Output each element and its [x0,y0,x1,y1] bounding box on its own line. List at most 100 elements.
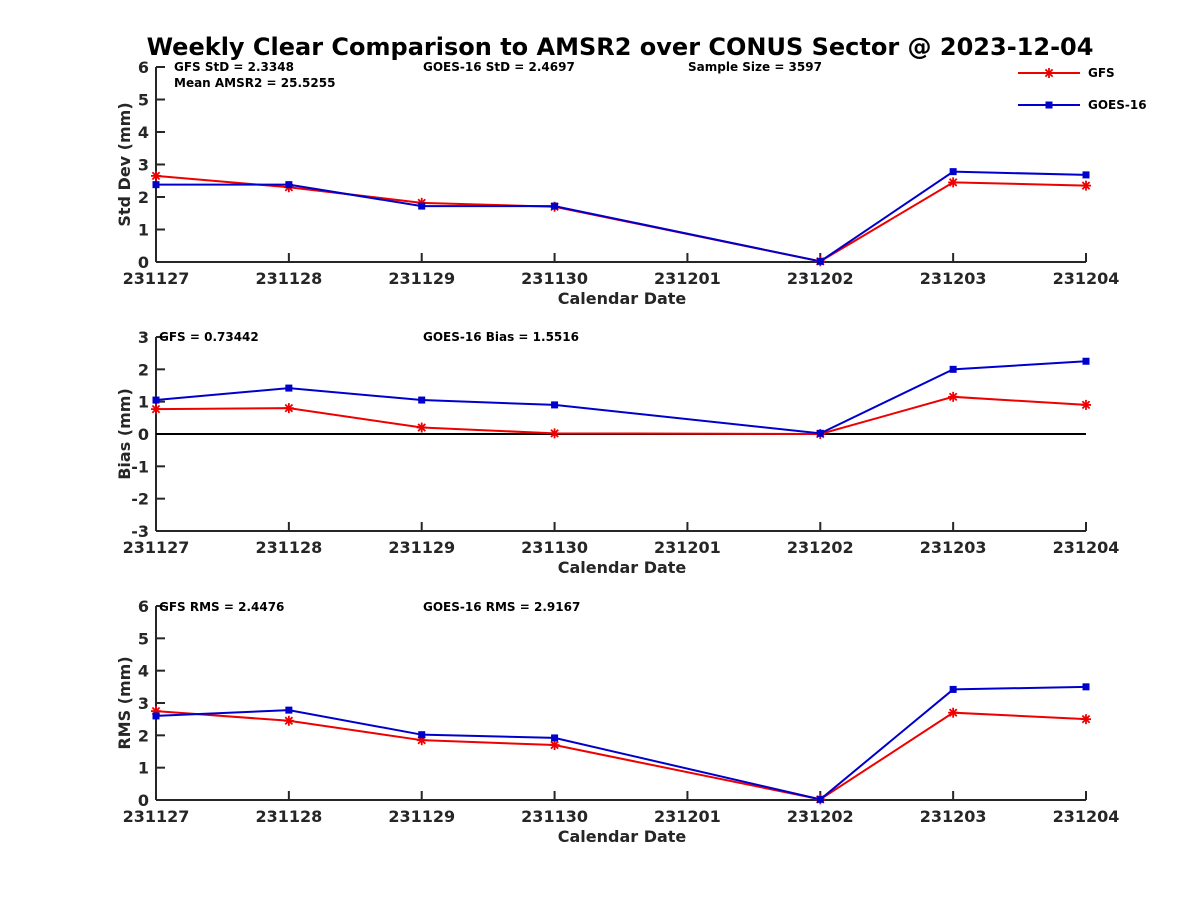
y-axis-label: Bias (mm) [115,388,134,480]
chart-title: Weekly Clear Comparison to AMSR2 over CO… [147,33,1094,61]
y-tick-label: 4 [138,662,149,681]
legend-label: GFS [1088,66,1115,80]
panel-3: 0 1 2 3 4 5 6 231127 231128 231129 231130 231201 231… [115,597,1119,846]
y-tick-label: 3 [138,328,149,347]
legend-marker [1045,101,1053,109]
x-tick-label: 231130 [521,269,588,288]
x-tick-label: 231130 [521,807,588,826]
y-axis-label: Std Dev (mm) [115,102,134,226]
x-axis-label: Calendar Date [558,558,687,577]
y-tick-label: 0 [138,253,149,272]
data-point-goes-16 [816,429,824,437]
data-point-goes-16 [152,396,160,404]
y-tick-label: 4 [138,123,149,142]
y-tick-label: -3 [131,522,149,541]
x-tick-label: 231203 [920,269,987,288]
x-tick-label: 231128 [255,269,322,288]
series-line-goes-16 [155,685,1087,801]
data-point-goes-16 [816,257,824,265]
y-axis-label: RMS (mm) [115,656,134,749]
stat-annotation: Mean AMSR2 = 25.5255 [174,76,335,90]
legend-marker [1044,68,1054,78]
x-tick-label: 231202 [787,807,854,826]
x-tick-label: 231203 [920,807,987,826]
stat-annotation: GOES-16 StD = 2.4697 [423,60,575,74]
x-tick-label: 231204 [1053,807,1120,826]
x-tick-label: 231201 [654,807,721,826]
data-point-goes-16 [551,202,559,210]
data-point-goes-16 [949,685,957,693]
stat-annotation: GFS StD = 2.3348 [174,60,294,74]
x-tick-label: 231202 [787,538,854,557]
data-point-goes-16 [1082,683,1090,691]
series-line-gfs [155,395,1087,436]
x-tick-label: 231201 [654,538,721,557]
data-point-gfs [283,715,294,726]
legend-item-gfs: GFS [1018,66,1115,80]
stat-annotation: GFS RMS = 2.4476 [159,600,284,614]
y-tick-label: 6 [138,597,149,616]
data-point-goes-16 [551,401,559,409]
y-tick-label: 5 [138,91,149,110]
data-point-goes-16 [285,706,293,714]
stat-annotation: Sample Size = 3597 [688,60,822,74]
y-tick-label: 5 [138,629,149,648]
x-tick-label: 231127 [123,538,190,557]
data-point-gfs [1081,180,1091,191]
data-point-goes-16 [816,795,824,803]
y-tick-label: 0 [138,791,149,810]
x-tick-label: 231127 [123,269,190,288]
data-point-goes-16 [1082,357,1090,365]
x-tick-label: 231204 [1053,538,1120,557]
x-tick-label: 231204 [1053,269,1120,288]
x-tick-label: 231130 [521,538,588,557]
y-tick-label: -1 [131,457,149,476]
data-point-gfs [948,391,959,402]
data-point-goes-16 [152,181,160,189]
data-point-gfs [1081,714,1091,725]
series-line-gfs [155,710,1087,801]
series-line-goes-16 [155,360,1087,435]
y-tick-label: -2 [131,490,149,509]
panel-1: 0 1 2 3 4 5 6 231127 231128 231129 231130 231201 231… [115,58,1119,308]
y-tick-label: 0 [138,425,149,444]
data-point-gfs [549,428,560,439]
data-point-goes-16 [152,712,160,720]
data-point-gfs [948,707,959,718]
y-tick-label: 3 [138,156,149,175]
y-tick-label: 2 [138,188,149,207]
legend-item-goes-16: GOES-16 [1018,98,1147,112]
data-point-goes-16 [949,365,957,373]
legend: GFS GOES-16 [1018,66,1147,112]
x-axis-label: Calendar Date [558,827,687,846]
data-point-gfs [283,403,294,414]
data-point-goes-16 [418,202,426,210]
y-tick-label: 6 [138,58,149,77]
x-tick-label: 231129 [388,807,455,826]
stat-annotation: GFS = 0.73442 [159,330,259,344]
x-tick-label: 231129 [388,269,455,288]
data-point-goes-16 [285,384,293,392]
data-point-goes-16 [551,734,559,742]
x-tick-label: 231127 [123,807,190,826]
data-point-gfs [151,170,161,181]
data-point-goes-16 [418,396,426,404]
data-point-gfs [151,404,161,415]
data-point-goes-16 [949,168,957,176]
y-tick-label: 2 [138,726,149,745]
data-point-goes-16 [418,731,426,739]
x-tick-label: 231203 [920,538,987,557]
panel-2: -3 -2 -1 0 1 2 3 231127 231128 231129 231130 231201… [115,328,1119,577]
legend-label: GOES-16 [1088,98,1147,112]
y-tick-label: 3 [138,694,149,713]
data-point-gfs [549,740,560,751]
data-point-gfs [1081,399,1091,410]
y-tick-label: 1 [138,759,149,778]
data-point-goes-16 [285,181,293,189]
data-point-goes-16 [1082,171,1090,179]
y-tick-label: 1 [138,221,149,240]
series-line-gfs [155,174,1087,263]
data-point-gfs [416,422,427,433]
stat-annotation: GOES-16 RMS = 2.9167 [423,600,580,614]
